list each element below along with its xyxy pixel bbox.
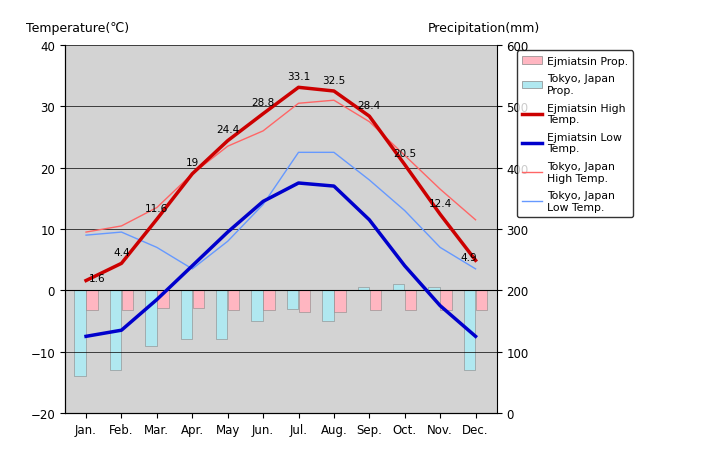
Bar bbox=[157, 291, 168, 308]
Bar bbox=[334, 291, 346, 312]
Bar bbox=[74, 291, 86, 376]
Text: 11.6: 11.6 bbox=[145, 203, 168, 213]
Bar bbox=[109, 291, 121, 370]
Bar bbox=[441, 291, 452, 310]
Bar bbox=[181, 291, 192, 340]
Text: 19: 19 bbox=[186, 158, 199, 168]
Bar bbox=[287, 291, 298, 309]
Bar bbox=[216, 291, 228, 340]
Text: 4.4: 4.4 bbox=[113, 247, 130, 257]
Text: 4.9: 4.9 bbox=[460, 253, 477, 263]
Bar bbox=[369, 291, 381, 310]
Text: 24.4: 24.4 bbox=[216, 125, 239, 135]
Legend: Ejmiatsin Prop., Tokyo, Japan
Prop., Ejmiatsin High
Temp., Ejmiatsin Low
Temp., : Ejmiatsin Prop., Tokyo, Japan Prop., Ejm… bbox=[517, 51, 634, 218]
Text: Temperature(℃): Temperature(℃) bbox=[26, 22, 129, 35]
Bar bbox=[86, 291, 98, 310]
Bar bbox=[145, 291, 156, 346]
Bar bbox=[228, 291, 239, 310]
Bar bbox=[428, 288, 440, 291]
Text: 20.5: 20.5 bbox=[393, 149, 416, 159]
Bar bbox=[464, 291, 475, 370]
Text: 32.5: 32.5 bbox=[323, 75, 346, 85]
Bar bbox=[193, 291, 204, 308]
Bar bbox=[264, 291, 275, 310]
Bar bbox=[122, 291, 133, 310]
Bar bbox=[358, 288, 369, 291]
Bar bbox=[476, 291, 487, 310]
Text: Precipitation(mm): Precipitation(mm) bbox=[428, 22, 540, 35]
Text: 33.1: 33.1 bbox=[287, 72, 310, 82]
Bar bbox=[405, 291, 416, 310]
Bar bbox=[299, 291, 310, 312]
Text: 12.4: 12.4 bbox=[428, 198, 451, 208]
Text: 28.8: 28.8 bbox=[251, 98, 275, 108]
Bar bbox=[323, 291, 333, 321]
Bar bbox=[251, 291, 263, 321]
Bar bbox=[393, 285, 405, 291]
Text: 28.4: 28.4 bbox=[358, 101, 381, 111]
Text: 1.6: 1.6 bbox=[89, 273, 105, 283]
